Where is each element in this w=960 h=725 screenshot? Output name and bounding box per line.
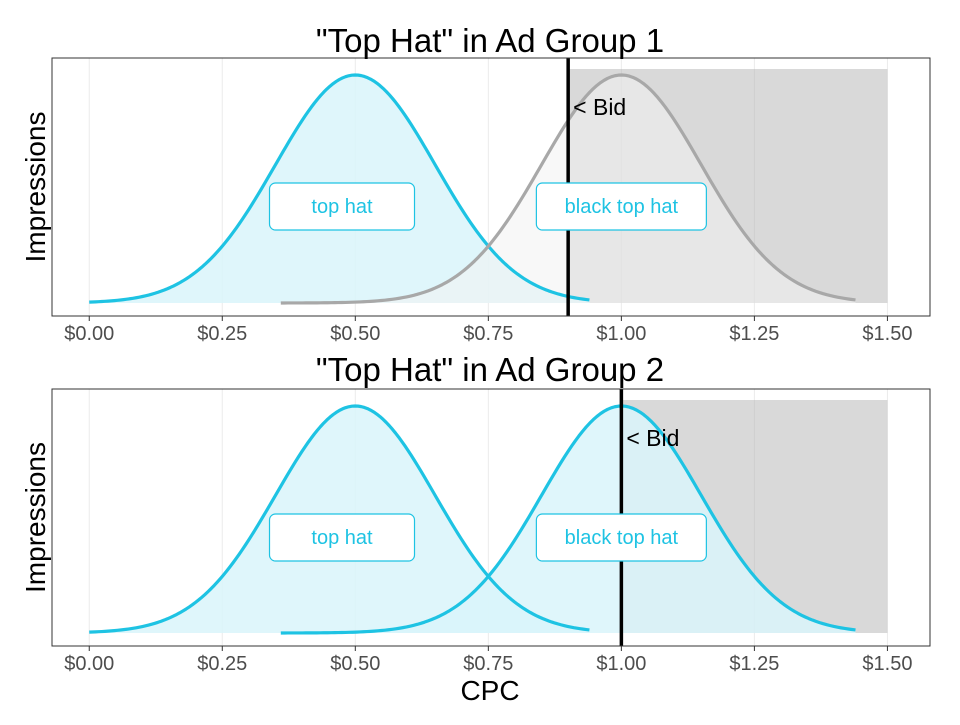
x-axis-label: CPC	[460, 675, 519, 706]
series-label-box	[535, 513, 707, 562]
series-label-box	[268, 513, 416, 562]
series-label-text: top hat	[311, 196, 373, 218]
x-tick-label: $0.00	[64, 323, 114, 345]
x-tick-label: $0.50	[330, 653, 380, 675]
series-line-top-hat	[89, 404, 590, 634]
x-tick-label: $1.50	[862, 323, 912, 345]
x-tick-label: $0.25	[197, 653, 247, 675]
y-axis-label: Impressions	[20, 112, 51, 263]
x-tick-label: $1.25	[729, 653, 779, 675]
chart-panel-1: < Bid top hat black top hat $0.00 $0.25 $0.50…	[20, 22, 931, 345]
chart-panel-2: < Bid top hat black top hat $0.00 $0.25 $0.50…	[20, 351, 931, 706]
series-label-black-top-hat: black top hat	[535, 513, 707, 562]
series-label-text: top hat	[311, 527, 373, 549]
chart-title: "Top Hat" in Ad Group 1	[316, 22, 664, 59]
x-tick-label: $1.00	[596, 653, 646, 675]
series-label-box	[268, 182, 416, 231]
x-tick-label: $0.75	[463, 323, 513, 345]
series-label-top-hat: top hat	[268, 182, 416, 231]
panel-border	[51, 388, 931, 647]
x-tick-label: $1.50	[862, 653, 912, 675]
panel-border	[51, 57, 931, 317]
series-label-text: black top hat	[565, 196, 679, 218]
x-tick-label: $1.00	[596, 323, 646, 345]
series-line-top-hat	[89, 73, 590, 304]
bid-label: < Bid	[626, 425, 679, 451]
x-tick-label: $0.50	[330, 323, 380, 345]
series-line-black-top-hat	[280, 404, 856, 635]
series-label-box	[535, 182, 707, 231]
chart-title: "Top Hat" in Ad Group 2	[316, 351, 664, 388]
x-tick-label: $0.75	[463, 653, 513, 675]
series-label-black-top-hat: black top hat	[535, 182, 707, 231]
series-label-text: black top hat	[565, 527, 679, 549]
bid-label: < Bid	[573, 94, 626, 120]
x-tick-label: $1.25	[729, 323, 779, 345]
y-axis-label: Impressions	[20, 442, 51, 593]
x-tick-label: $0.25	[197, 323, 247, 345]
series-label-top-hat: top hat	[268, 513, 416, 562]
x-tick-label: $0.00	[64, 653, 114, 675]
